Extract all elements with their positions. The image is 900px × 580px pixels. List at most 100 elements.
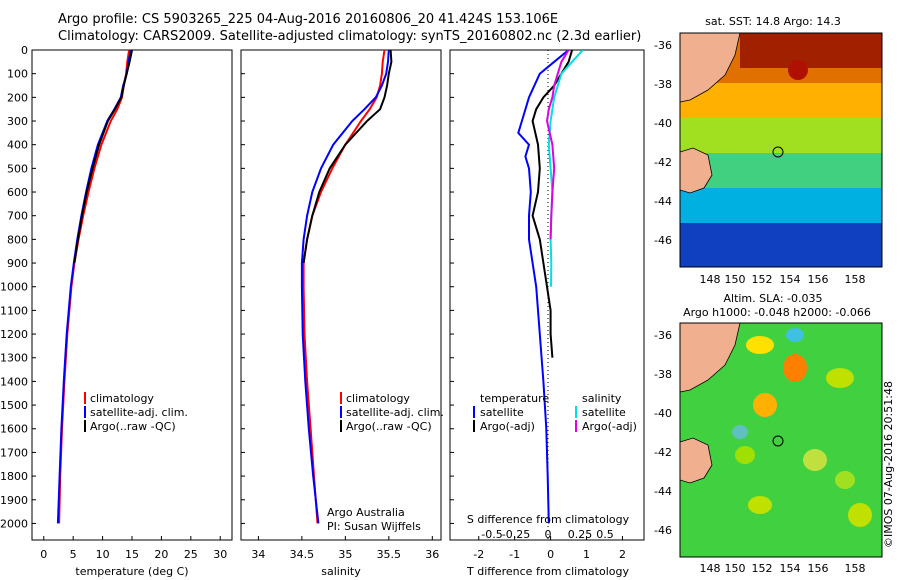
sst-lat-ticks: -36 -38 -40 -42 -44 -46 [654, 39, 672, 247]
series-line-t-satellite [517, 50, 570, 524]
x-tick-label: 34 [251, 548, 265, 561]
float-position-marker [772, 146, 784, 158]
depth-tick-label: 1500 [0, 399, 28, 412]
s-tick-label: 0 [545, 528, 552, 541]
sst-map-frame [679, 32, 883, 268]
sla-high [746, 336, 774, 354]
difference-s-ticks: -0.5 -0.25 0 0.25 0.5 [481, 528, 613, 541]
s-tick-label: 0.25 [568, 528, 593, 541]
series-line-argo-raw-qc- [302, 50, 393, 264]
x-tick-label: 34.5 [290, 548, 315, 561]
sst-map-title: sat. SST: 14.8 Argo: 14.3 [705, 15, 841, 28]
x-tick-label: 30 [213, 548, 227, 561]
x-tick-label: 35.5 [377, 548, 402, 561]
x-tick-label: 5 [70, 548, 77, 561]
depth-tick-label: 0 [21, 44, 28, 57]
lat-tick-label: -42 [654, 446, 672, 459]
depth-tick-label: 400 [7, 139, 28, 152]
lat-tick-label: -42 [654, 156, 672, 169]
depth-tick-label: 300 [7, 115, 28, 128]
depth-tick-label: 1300 [0, 352, 28, 365]
title-line-2: Climatology: CARS2009. Satellite-adjuste… [58, 29, 642, 44]
x-tick-label: 0 [40, 548, 47, 561]
series-line-argo-raw-qc- [73, 50, 133, 264]
sst-lon-ticks: 148 150 152 154 156 158 [700, 273, 866, 286]
depth-tick-label: 1700 [0, 446, 28, 459]
lon-tick-label: 150 [725, 273, 746, 286]
lat-tick-label: -38 [654, 368, 672, 381]
lat-tick-label: -46 [654, 234, 672, 247]
temperature-axes [31, 49, 233, 541]
sst-eddy [788, 60, 808, 80]
legend-label: Argo(..raw -QC) [346, 420, 432, 433]
sst-band [680, 83, 882, 118]
legend-heading-temperature: temperature [480, 392, 549, 405]
annotation-line-2: PI: Susan Wijffels [327, 520, 421, 533]
depth-tick-label: 100 [7, 68, 28, 81]
lon-tick-label: 154 [780, 273, 801, 286]
temperature-legend: climatology satellite-adj. clim. Argo(..… [84, 392, 188, 433]
depth-tick-label: 1400 [0, 375, 28, 388]
sla-high [826, 368, 854, 388]
depth-tick-label: 1900 [0, 494, 28, 507]
tasmania-landmass [679, 437, 713, 484]
s-tick-label: -0.5 [481, 528, 502, 541]
x-tick-label: 15 [125, 548, 139, 561]
legend-label: satellite-adj. clim. [90, 406, 188, 419]
temperature-xlabel: temperature (deg C) [75, 565, 188, 578]
difference-legend: temperature satellite Argo(-adj) salinit… [473, 392, 637, 433]
tasmania-landmass [679, 147, 713, 194]
sla-high [783, 354, 807, 382]
lon-tick-label: 156 [808, 562, 829, 575]
salinity-xlabel: salinity [321, 565, 361, 578]
depth-tick-label: 900 [7, 257, 28, 270]
lat-tick-label: -40 [654, 117, 672, 130]
sst-cold-band [680, 223, 882, 267]
sst-band [680, 153, 882, 188]
australia-landmass [679, 32, 741, 103]
lon-tick-label: 156 [808, 273, 829, 286]
x-tick-label: -1 [509, 548, 520, 561]
sla-low [732, 425, 748, 439]
lon-tick-label: 152 [752, 273, 773, 286]
lon-tick-label: 158 [845, 562, 866, 575]
series-line-climatology [302, 50, 386, 524]
depth-tick-label: 600 [7, 186, 28, 199]
legend-label: satellite [582, 406, 626, 419]
sla-high [748, 496, 772, 514]
title-line-1: Argo profile: CS 5903265_225 04-Aug-2016… [58, 12, 559, 27]
x-tick-label: 36 [425, 548, 439, 561]
salinity-legend: climatology satellite-adj. clim. Argo(..… [340, 392, 444, 433]
difference-s-label: S difference from climatology [467, 513, 630, 526]
legend-label: satellite-adj. clim. [346, 406, 444, 419]
sla-high [753, 393, 777, 417]
lon-tick-label: 154 [780, 562, 801, 575]
lat-tick-label: -44 [654, 485, 672, 498]
sla-lat-ticks: -36 -38 -40 -42 -44 -46 [654, 329, 672, 537]
sla-map-frame [679, 322, 883, 558]
depth-tick-label: 200 [7, 91, 28, 104]
lon-tick-label: 148 [700, 273, 721, 286]
sst-band [680, 118, 882, 153]
depth-tick-label: 1600 [0, 423, 28, 436]
series-line-s-argo-adj- [545, 50, 570, 240]
sla-high [835, 471, 855, 489]
sla-map [679, 322, 883, 558]
x-tick-label: 2 [619, 548, 626, 561]
float-position-marker [772, 435, 784, 447]
lon-tick-label: 152 [752, 562, 773, 575]
lat-tick-label: -38 [654, 78, 672, 91]
series-line-s-satellite [547, 50, 584, 287]
sst-map [679, 32, 883, 268]
x-tick-label: 20 [154, 548, 168, 561]
x-tick-label: 1 [583, 548, 590, 561]
depth-tick-label: 1800 [0, 470, 28, 483]
difference-axes [449, 49, 645, 541]
legend-label: Argo(-adj) [582, 420, 637, 433]
difference-xlabel: T difference from climatology [466, 565, 629, 578]
sla-high [803, 449, 827, 471]
x-tick-label: 25 [184, 548, 198, 561]
lat-tick-label: -40 [654, 407, 672, 420]
depth-tick-label: 500 [7, 162, 28, 175]
lat-tick-label: -36 [654, 329, 672, 342]
